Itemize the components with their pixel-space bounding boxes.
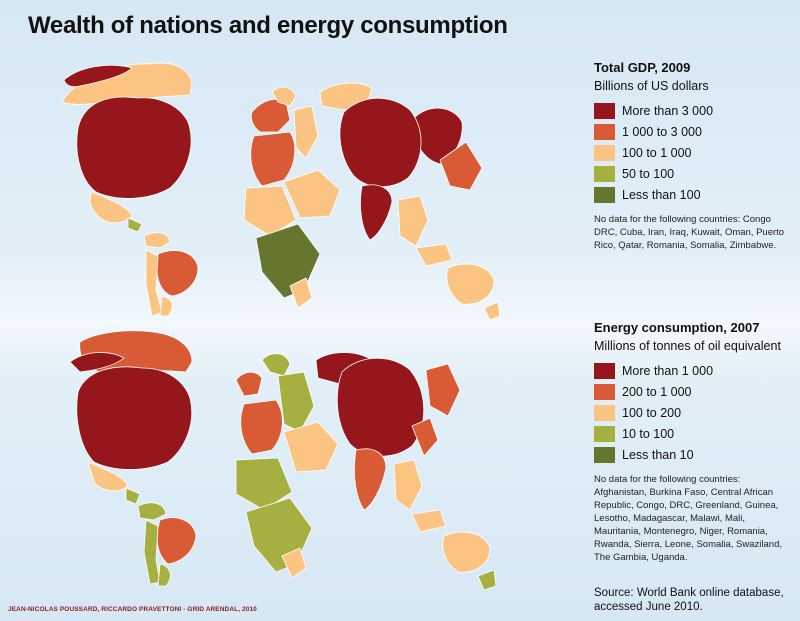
- region-scandinavia: [271, 86, 297, 107]
- region-korea: [411, 417, 439, 457]
- legend-swatch: [594, 123, 615, 140]
- region-south-africa: [289, 277, 313, 309]
- energy-legend-title: Energy consumption, 2007: [594, 320, 760, 335]
- region-alaska: [63, 64, 133, 88]
- region-china: [339, 97, 422, 188]
- legend-label: 10 to 100: [622, 426, 675, 441]
- region-usa: [76, 96, 192, 199]
- region-southeast-asia: [397, 195, 429, 247]
- region-germany-france: [250, 131, 296, 187]
- source-line: Source: World Bank online database,: [594, 587, 784, 599]
- region-colombia-venezuela: [143, 232, 171, 249]
- region-middle-east: [283, 169, 341, 219]
- region-colombia-venezuela: [137, 502, 167, 521]
- region-new-zealand: [477, 569, 497, 591]
- legend-swatch: [594, 362, 615, 379]
- source-note: Source: World Bank online database, acce…: [594, 586, 784, 614]
- region-brazil: [156, 517, 197, 565]
- region-eastern-europe: [293, 105, 319, 159]
- region-japan: [425, 363, 461, 417]
- legend-label: More than 3 000: [622, 103, 714, 118]
- region-australia: [446, 263, 495, 305]
- region-north-africa: [243, 185, 297, 237]
- region-india: [360, 184, 393, 241]
- energy-legend-item: 200 to 1 000: [594, 381, 794, 402]
- legend-label: 100 to 200: [622, 405, 682, 420]
- region-uk-europe-west: [250, 98, 291, 133]
- region-brazil: [156, 250, 199, 297]
- region-new-zealand: [483, 301, 501, 320]
- region-north-africa: [235, 457, 293, 511]
- region-argentina: [159, 295, 173, 317]
- region-scandinavia: [261, 353, 291, 377]
- gdp-legend-item: 50 to 100: [594, 163, 794, 184]
- energy-legend-item: 100 to 200: [594, 402, 794, 423]
- gdp-legend-subtitle: Billions of US dollars: [594, 79, 709, 93]
- legend-swatch: [594, 102, 615, 119]
- source-line: accessed June 2010.: [594, 601, 703, 613]
- region-mexico: [89, 191, 133, 224]
- energy-legend-item: More than 1 000: [594, 360, 794, 381]
- region-western-europe: [240, 399, 283, 455]
- gdp-cartogram-map: [61, 62, 501, 320]
- legend-swatch: [594, 446, 615, 463]
- region-uk: [235, 371, 263, 397]
- region-australia: [442, 531, 491, 573]
- region-indonesia: [415, 243, 453, 267]
- energy-no-data-note: No data for the following countries: Afg…: [594, 474, 782, 563]
- legend-swatch: [594, 144, 615, 161]
- legend-label: 50 to 100: [622, 166, 675, 181]
- region-sub-saharan-africa: [255, 223, 321, 299]
- region-indonesia: [411, 509, 447, 533]
- region-eastern-europe: [277, 371, 315, 433]
- gdp-legend-item: More than 3 000: [594, 100, 794, 121]
- energy-legend-item: 10 to 100: [594, 423, 794, 444]
- region-argentina: [157, 563, 171, 587]
- gdp-legend-item: 1 000 to 3 000: [594, 121, 794, 142]
- energy-legend: Energy consumption, 2007 Millions of ton…: [594, 320, 794, 564]
- region-india: [354, 448, 387, 511]
- region-korea: [439, 141, 483, 191]
- energy-legend-subtitle: Millions of tonnes of oil equivalent: [594, 339, 781, 353]
- region-southeast-asia: [393, 459, 423, 511]
- legend-label: 200 to 1 000: [622, 384, 692, 399]
- gdp-legend-item: Less than 100: [594, 184, 794, 205]
- map-title: Wealth of nations and energy consumption: [28, 12, 508, 39]
- legend-label: 1 000 to 3 000: [622, 124, 702, 139]
- region-central-america: [127, 217, 143, 233]
- gdp-legend-title: Total GDP, 2009: [594, 60, 691, 75]
- region-mexico: [87, 461, 129, 492]
- region-alaska: [69, 352, 125, 373]
- credit-line: JEAN-NICOLAS POUSSARD, RICCARDO PRAVETTO…: [8, 606, 257, 613]
- region-middle-east: [283, 421, 339, 473]
- legend-swatch: [594, 383, 615, 400]
- energy-legend-item: Less than 10: [594, 444, 794, 465]
- legend-label: Less than 100: [622, 187, 701, 202]
- energy-cartogram-map: [69, 330, 497, 591]
- gdp-legend-item: 100 to 1 000: [594, 142, 794, 163]
- region-usa: [76, 366, 193, 470]
- legend-swatch: [594, 186, 615, 203]
- legend-swatch: [594, 425, 615, 442]
- legend-label: Less than 10: [622, 447, 694, 462]
- region-central-america: [125, 487, 141, 505]
- legend-swatch: [594, 404, 615, 421]
- legend-label: 100 to 1 000: [622, 145, 692, 160]
- legend-swatch: [594, 165, 615, 182]
- gdp-legend: Total GDP, 2009 Billions of US dollars M…: [594, 60, 794, 252]
- region-peru-chile: [143, 519, 161, 585]
- gdp-no-data-note: No data for the following countries: Con…: [594, 214, 785, 251]
- region-south-africa: [281, 547, 307, 579]
- region-china: [337, 357, 425, 457]
- legend-label: More than 1 000: [622, 363, 714, 378]
